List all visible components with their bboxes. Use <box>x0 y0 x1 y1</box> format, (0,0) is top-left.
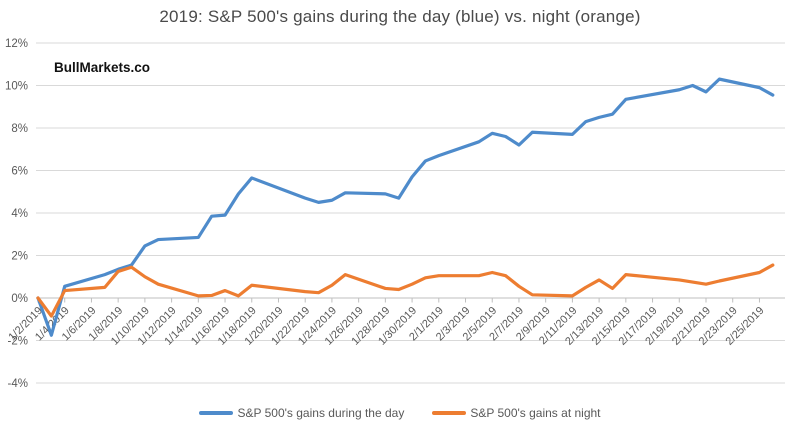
y-axis-label: 8% <box>11 123 28 135</box>
legend-swatch-night <box>432 411 467 415</box>
legend-entry-night: S&P 500's gains at night <box>432 406 601 420</box>
y-axis-label: -4% <box>8 378 28 390</box>
chart-title: 2019: S&P 500's gains during the day (bl… <box>159 7 641 26</box>
y-axis-label: 12% <box>5 38 28 50</box>
y-axis-label: -2% <box>8 336 28 348</box>
legend-swatch-day <box>199 411 234 415</box>
y-axis-label: 10% <box>5 81 28 93</box>
series-line-day <box>36 77 775 337</box>
y-axis-label: 4% <box>11 208 28 220</box>
legend-entry-day: S&P 500's gains during the day <box>199 406 404 420</box>
watermark-bullmarkets: BullMarkets.co <box>54 60 151 75</box>
y-axis-label: 6% <box>11 166 28 178</box>
y-axis-label: 0% <box>11 293 28 305</box>
series-line-night <box>36 263 775 318</box>
legend-label-day: S&P 500's gains during the day <box>237 406 405 420</box>
chart-legend: S&P 500's gains during the day S&P 500's… <box>0 406 800 420</box>
legend-label-night: S&P 500's gains at night <box>470 406 601 420</box>
y-axis-label: 2% <box>11 251 28 263</box>
